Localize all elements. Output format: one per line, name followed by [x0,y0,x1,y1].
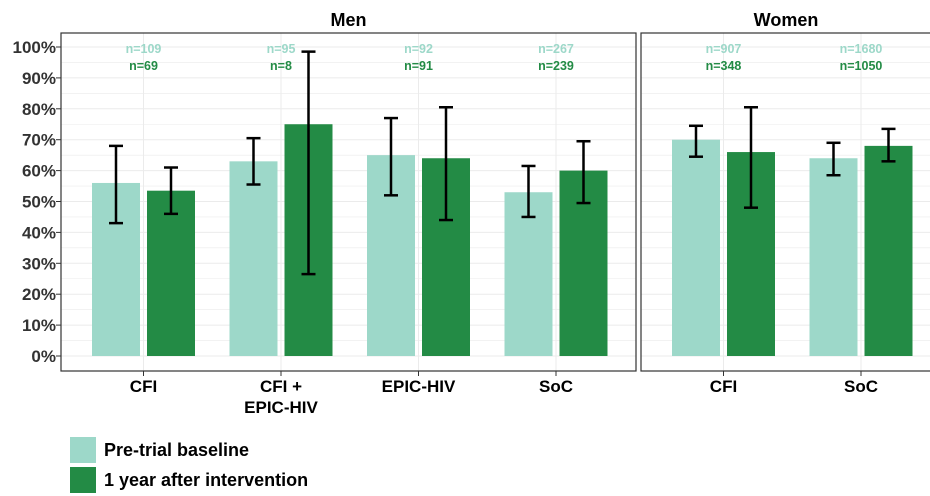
y-tick-label: 30% [22,254,56,273]
panel-border-1 [640,32,930,372]
n-label-after: n=1050 [840,59,883,73]
x-tick-label: EPIC-HIV [382,377,456,396]
y-tick-label: 50% [22,193,56,212]
x-tick-label: CFI [130,377,157,396]
x-tick-label: SoC [539,377,573,396]
chart: 0% 10% 20% 30% 40% 50% 60% 70% 80% 90% 100% Men n=10… [13,10,930,417]
n-label-baseline: n=907 [706,42,742,56]
legend-swatch-baseline [70,437,96,463]
y-tick-label: 0% [31,347,56,366]
legend-label-baseline: Pre-trial baseline [104,439,250,460]
y-tick-label: 10% [22,316,56,335]
bar-baseline [809,158,858,356]
n-label-baseline: n=95 [267,42,296,56]
panel-border-0 [60,32,637,372]
legend-swatch-after [70,467,96,493]
y-tick-label: 90% [22,69,56,88]
bar-baseline [672,139,720,356]
n-label-after: n=8 [270,59,292,73]
legend: Pre-trial baseline 1 year after interven… [70,436,308,496]
panel-title-0: Men [331,10,367,30]
y-tick-label: 60% [22,162,56,181]
n-label-baseline: n=109 [126,42,162,56]
bar-baseline [229,161,278,356]
n-label-after: n=91 [404,59,433,73]
y-tick-label: 100% [13,38,56,57]
x-tick-label: CFI + EPIC-HIV [244,377,318,417]
y-tick-label: 80% [22,100,56,119]
n-label-baseline: n=92 [404,42,433,56]
n-label-after: n=69 [129,59,158,73]
n-label-baseline: n=1680 [840,42,883,56]
n-label-after: n=348 [706,59,742,73]
bar-baseline [504,192,553,356]
x-tick-label: SoC [844,377,878,396]
x-tick-label: CFI [710,377,737,396]
legend-item-baseline: Pre-trial baseline [70,436,308,464]
legend-item-after: 1 year after intervention [70,466,308,494]
y-tick-label: 20% [22,285,56,304]
legend-label-after: 1 year after intervention [104,469,309,490]
panel-title-1: Women [754,10,819,30]
n-label-baseline: n=267 [538,42,574,56]
y-tick-label: 40% [22,223,56,242]
bar-after [864,145,913,356]
y-tick-label: 70% [22,131,56,150]
bar-after [147,190,195,356]
n-label-after: n=239 [538,59,574,73]
